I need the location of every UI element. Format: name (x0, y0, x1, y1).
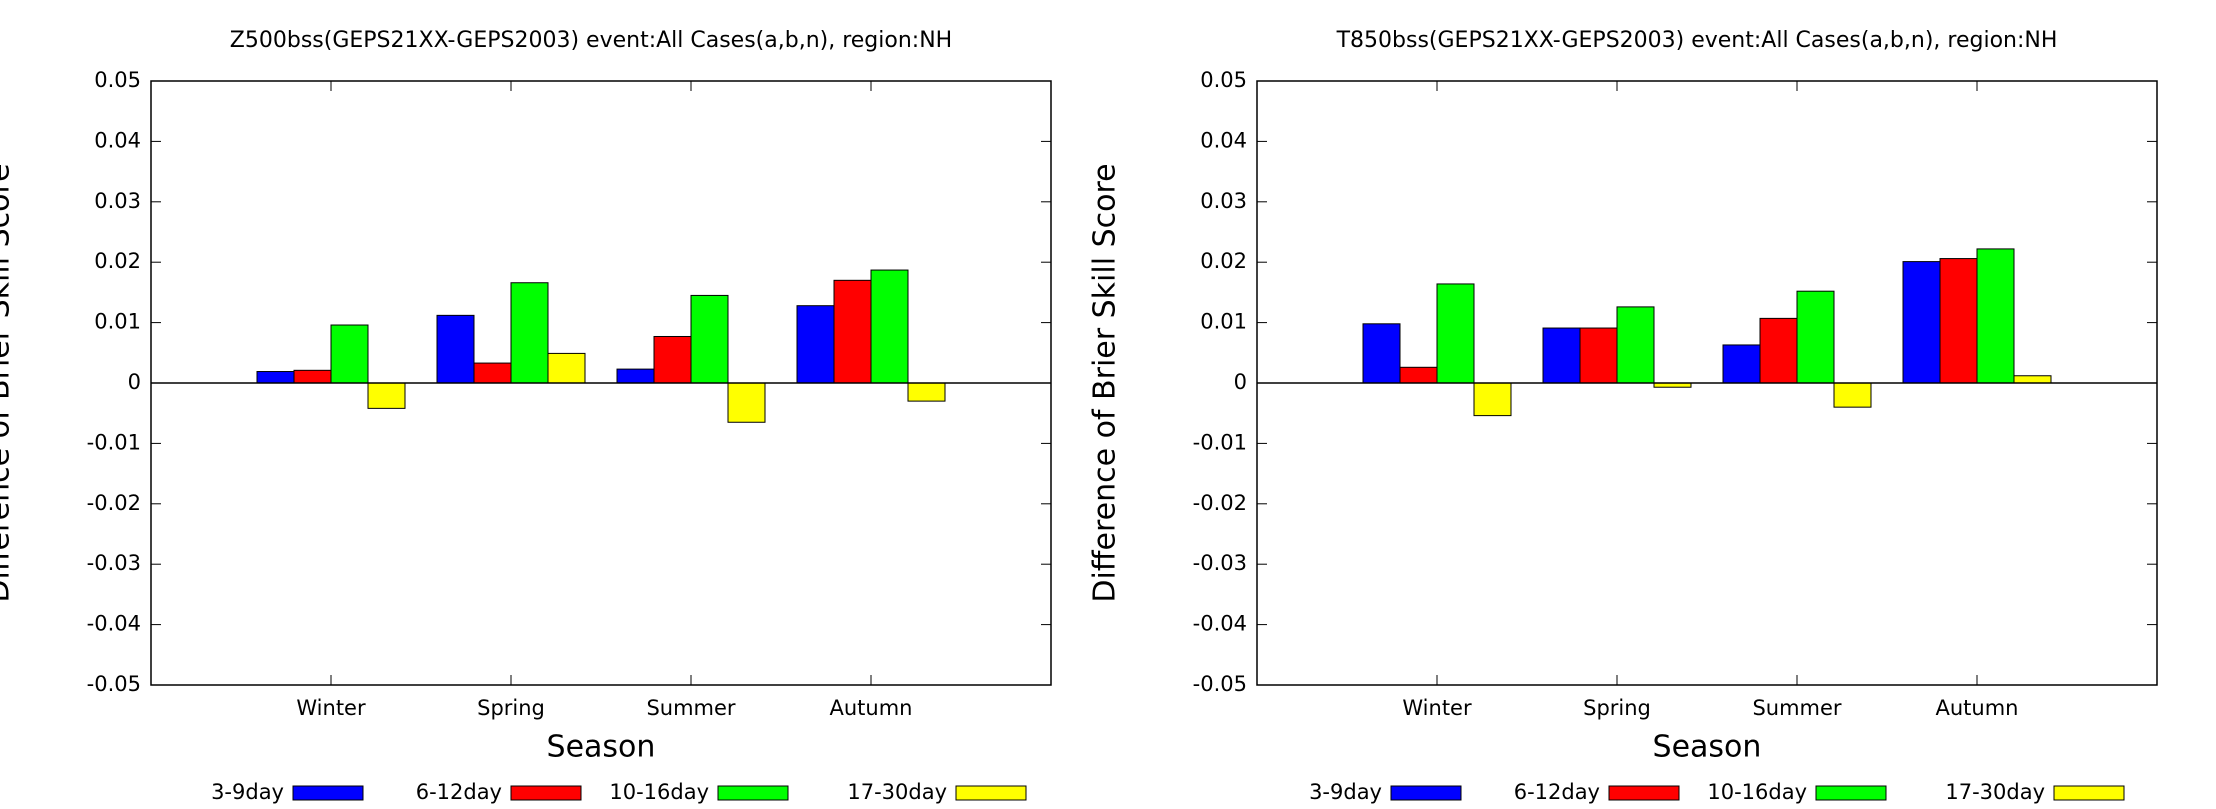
bar (436, 314, 475, 384)
legend-swatch (955, 785, 1027, 801)
bar (907, 382, 946, 402)
x-tick-label: Spring (477, 696, 545, 720)
bar (1362, 323, 1401, 384)
bar (653, 335, 692, 384)
bar (473, 362, 512, 384)
y-tick-label: -0.04 (1193, 612, 1247, 636)
chart-title: Z500bss(GEPS21XX-GEPS2003) event:All Cas… (230, 28, 952, 53)
legend-swatch (2053, 785, 2125, 801)
y-tick-label: -0.04 (87, 612, 141, 636)
chart-title: T850bss(GEPS21XX-GEPS2003) event:All Cas… (1336, 28, 2058, 53)
bar (330, 324, 369, 384)
y-axis-label: Difference of Brier Skill Score (0, 163, 17, 602)
bar (1616, 306, 1655, 384)
y-tick-label: -0.05 (87, 672, 141, 696)
y-tick-label: 0.04 (94, 128, 141, 152)
y-tick-label: -0.02 (87, 491, 141, 515)
bar (1976, 248, 2015, 384)
y-tick-label: 0.03 (1200, 189, 1247, 213)
bar (833, 279, 872, 384)
y-tick-label: -0.02 (1193, 491, 1247, 515)
y-tick-label: -0.05 (1193, 672, 1247, 696)
bar (690, 294, 729, 384)
bar (616, 368, 655, 384)
bar (1939, 258, 1978, 384)
legend-swatch (717, 785, 789, 801)
legend-label: 17-30day (1945, 780, 2045, 804)
y-axis-label: Difference of Brier Skill Score (1088, 163, 1123, 602)
legend-swatch (1608, 785, 1680, 801)
y-tick-label: 0 (1234, 370, 1247, 394)
bar (1796, 290, 1835, 384)
legend-label: 6-12day (1514, 780, 1600, 804)
bar (2013, 375, 2052, 384)
y-tick-label: 0.01 (1200, 310, 1247, 334)
x-tick-label: Winter (1402, 696, 1472, 720)
y-tick-label: 0.05 (94, 68, 141, 92)
x-tick-label: Autumn (830, 696, 913, 720)
legend-label: 17-30day (847, 780, 947, 804)
bar (367, 382, 406, 409)
legend-swatch (1390, 785, 1462, 801)
y-tick-label: 0 (128, 370, 141, 394)
y-tick-label: -0.01 (87, 430, 141, 454)
y-tick-label: 0.03 (94, 189, 141, 213)
bar (1473, 382, 1512, 417)
legend-label: 10-16day (1707, 780, 1807, 804)
x-tick-label: Summer (646, 696, 735, 720)
y-tick-label: 0.05 (1200, 68, 1247, 92)
x-tick-label: Winter (296, 696, 366, 720)
legend-label: 3-9day (211, 780, 284, 804)
bar (547, 352, 586, 384)
bar (727, 382, 766, 423)
bar (1722, 344, 1761, 384)
bar (256, 371, 295, 384)
x-tick-label: Autumn (1936, 696, 2019, 720)
bar (1759, 317, 1798, 384)
legend-label: 10-16day (609, 780, 709, 804)
bar (293, 369, 332, 384)
bar (1436, 283, 1475, 384)
legend-swatch (292, 785, 364, 801)
bar (1579, 327, 1618, 384)
legend-swatch (510, 785, 582, 801)
y-tick-label: 0.04 (1200, 128, 1247, 152)
bar (1833, 382, 1872, 408)
y-tick-label: 0.02 (1200, 249, 1247, 273)
bar (510, 282, 549, 384)
x-axis-label: Season (1653, 730, 1762, 765)
bar (1902, 261, 1941, 384)
bar (1399, 366, 1438, 384)
y-tick-label: 0.02 (94, 249, 141, 273)
x-tick-label: Spring (1583, 696, 1651, 720)
bar (870, 269, 909, 384)
bar (796, 305, 835, 384)
y-tick-label: 0.01 (94, 310, 141, 334)
x-axis-label: Season (547, 730, 656, 765)
y-tick-label: -0.03 (87, 551, 141, 575)
legend-swatch (1815, 785, 1887, 801)
x-tick-label: Summer (1752, 696, 1841, 720)
legend-label: 3-9day (1309, 780, 1382, 804)
y-tick-label: -0.03 (1193, 551, 1247, 575)
bar (1542, 327, 1581, 384)
legend-label: 6-12day (416, 780, 502, 804)
y-tick-label: -0.01 (1193, 430, 1247, 454)
